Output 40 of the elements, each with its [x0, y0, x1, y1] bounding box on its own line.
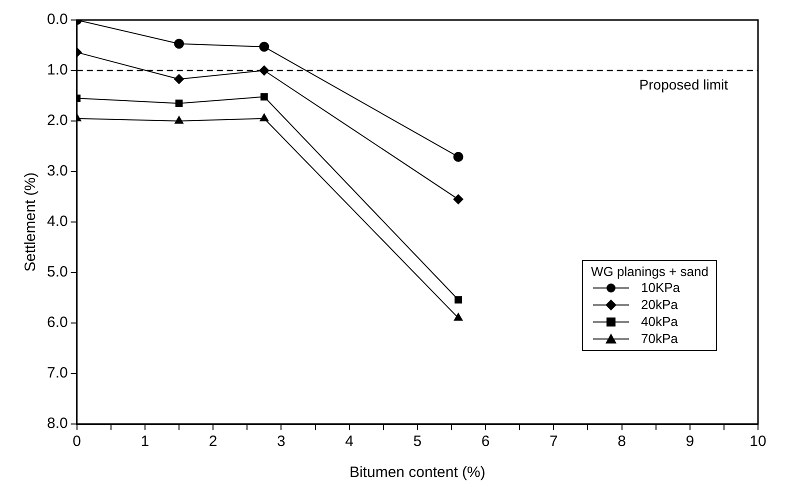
x-tick-label: 5: [413, 433, 422, 450]
y-tick-label: 3.0: [46, 162, 68, 180]
x-tick-label: 9: [686, 433, 694, 450]
x-tick-label: 10: [750, 433, 766, 450]
point: [174, 38, 184, 49]
x-tick-label: 6: [481, 433, 490, 450]
legend-label: 20kPa: [641, 297, 678, 312]
point: [259, 66, 270, 76]
x-tick-label: 0: [72, 433, 82, 450]
y-tick-label: 8.0: [46, 415, 68, 432]
x-tick-label: 7: [549, 433, 558, 450]
y-tick-label: 6.0: [46, 314, 68, 332]
x-tick-label: 4: [345, 433, 354, 450]
point: [453, 152, 464, 162]
point: [260, 113, 269, 122]
legend-title: WG planings + sand: [591, 264, 708, 279]
y-tick-label: 5.0: [46, 264, 68, 281]
point: [260, 93, 268, 100]
y-tick-label: 4.0: [46, 213, 68, 230]
legend-label: 70kPa: [641, 331, 678, 346]
point: [259, 42, 270, 52]
ref-line-label: Proposed limit: [639, 76, 728, 92]
point: [174, 74, 184, 84]
y-tick-label: 1.0: [46, 62, 68, 79]
y-tick-label: 2.0: [46, 112, 68, 130]
x-axis-title: Bitumen content (%): [349, 464, 486, 482]
point: [454, 296, 462, 304]
x-tick-label: 3: [277, 433, 286, 450]
y-tick-label: 7.0: [46, 364, 68, 382]
x-tick-label: 2: [208, 433, 218, 450]
x-tick-label: 1: [140, 433, 150, 450]
point: [454, 312, 463, 321]
legend-label: 40kPa: [641, 314, 678, 329]
point: [453, 194, 464, 204]
legend-label: 10KPa: [641, 280, 680, 295]
point: [174, 116, 184, 124]
y-axis-title: Settlement (%): [22, 172, 40, 272]
x-tick-label: 8: [618, 433, 626, 450]
y-tick-label: 0.0: [46, 11, 68, 28]
point: [175, 100, 183, 108]
